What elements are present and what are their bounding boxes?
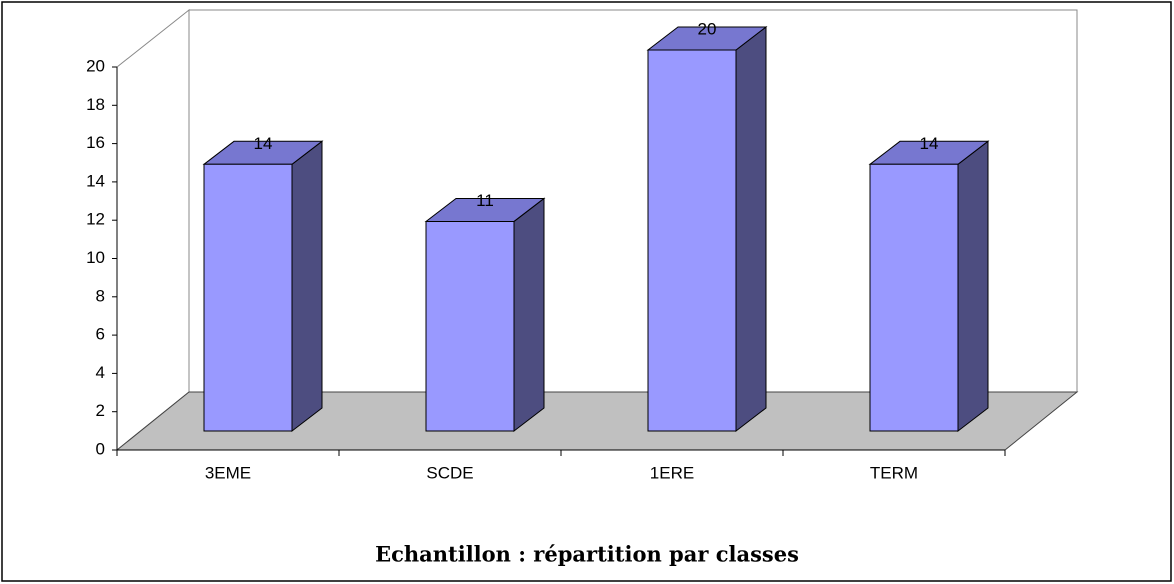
bar: [868, 140, 990, 433]
x-tick-label: SCDE: [426, 463, 473, 482]
bar-side: [957, 140, 989, 433]
bar: [424, 197, 546, 433]
y-tick-label: 2: [96, 401, 105, 420]
side-wall: [116, 8, 190, 452]
bar: [202, 140, 324, 433]
bar: [646, 25, 768, 433]
y-tick-label: 18: [86, 95, 105, 114]
data-label: 14: [254, 134, 273, 153]
data-label: 11: [476, 191, 494, 210]
y-tick-label: 4: [96, 363, 105, 382]
y-tick-label: 6: [96, 325, 105, 344]
bar-front: [869, 163, 959, 432]
x-tick-label: 3EME: [205, 463, 251, 482]
data-label: 14: [920, 134, 939, 153]
y-tick-label: 16: [86, 133, 105, 152]
chart-title: Echantillon : répartition par classes: [375, 542, 799, 567]
bar-side: [735, 25, 767, 433]
y-tick-label: 12: [86, 210, 105, 229]
x-tick-label: 1ERE: [650, 463, 694, 482]
y-tick-label: 14: [86, 171, 105, 190]
bar-front: [425, 220, 515, 432]
y-tick-label: 8: [96, 286, 105, 305]
bar-side: [513, 197, 545, 433]
y-tick-label: 0: [96, 439, 105, 458]
bar-front: [203, 163, 293, 432]
y-tick-label: 10: [86, 248, 105, 267]
data-label: 20: [698, 19, 717, 38]
bar-front: [647, 49, 737, 432]
x-tick-label: TERM: [870, 463, 918, 482]
bar-side: [291, 140, 323, 433]
y-tick-label: 20: [86, 56, 105, 75]
